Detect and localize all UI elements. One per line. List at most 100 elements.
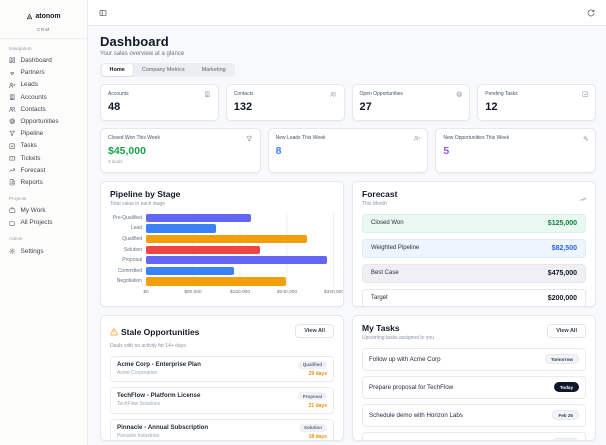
bar-row-lead	[146, 223, 333, 234]
logo-icon	[26, 13, 33, 20]
stale-view-all-button[interactable]: View All	[295, 324, 334, 339]
stat-value: 27	[359, 100, 372, 113]
y-tick-label: Proposal	[122, 257, 142, 264]
forecast-row-label: Weighted Pipeline	[371, 245, 420, 252]
bar-qualified	[146, 234, 307, 244]
trophy-icon	[246, 135, 253, 142]
forecast-card: Forecast This Month Closed Won $125,000 We…	[352, 181, 596, 308]
sidebar-item-opportunities[interactable]: Opportunities	[0, 115, 87, 127]
sidebar-item-forecast[interactable]: Forecast	[0, 164, 87, 176]
stage-badge: Solution	[299, 423, 327, 432]
refresh-button[interactable]	[587, 9, 595, 17]
sidebar-item-my-work[interactable]: My Work	[0, 205, 87, 217]
x-tick-label: $240,000	[276, 289, 298, 295]
sidebar-item-tickets[interactable]: Tickets	[0, 152, 87, 164]
stat-label: Open Opportunities	[359, 91, 403, 98]
due-badge: Today	[553, 382, 579, 393]
bar-row-negotiation	[146, 276, 333, 287]
sidebar-toggle-button[interactable]	[99, 9, 107, 17]
opportunity-company: TechFlow Solutions	[117, 401, 161, 408]
stat-card-new-opportunities-this-week: New Opportunities This Week 5	[435, 128, 596, 174]
sidebar-item-label: Tickets	[20, 154, 41, 162]
forecast-row-weighted-pipeline: Weighted Pipeline $82,500	[362, 238, 586, 259]
stat-label: New Leads This Week	[275, 135, 326, 142]
y-tick-label: Lead	[130, 225, 142, 232]
task-item[interactable]: Schedule demo with Horizon Labs Feb 25	[362, 403, 586, 427]
stat-label: New Opportunities This Week	[443, 135, 510, 142]
sidebar-item-dashboard[interactable]: Dashboard	[0, 55, 87, 67]
forecast-row-label: Target	[371, 295, 388, 302]
target-icon	[9, 118, 16, 125]
stale-opportunity-item[interactable]: TechFlow - Platform License TechFlow Solu…	[110, 387, 334, 414]
forecast-subtitle: This Month	[362, 200, 387, 207]
dashboard-tabs: Home Company Metrics Marketing	[100, 62, 236, 78]
folder-icon	[9, 220, 16, 227]
task-item[interactable]: Review contract terms - Pinnacle Feb 27	[362, 431, 586, 441]
sidebar-item-label: Contacts	[20, 105, 46, 113]
stat-value: 48	[108, 100, 121, 113]
sidebar-item-contacts[interactable]: Contacts	[0, 103, 87, 115]
file-chart-icon	[9, 179, 16, 186]
stage-badge: Qualified	[297, 360, 327, 369]
stale-days: 21 days	[308, 402, 327, 409]
stale-title: Stale Opportunities	[121, 327, 200, 338]
sidebar-item-pipeline[interactable]: Pipeline	[0, 128, 87, 140]
stale-opportunity-item[interactable]: Pinnacle - Annual Subscription Pinnacle I…	[110, 418, 334, 441]
task-item[interactable]: Prepare proposal for TechFlow Today	[362, 375, 586, 399]
sidebar-item-reports[interactable]: Reports	[0, 176, 87, 188]
bar-row-pre-qualified	[146, 213, 333, 224]
ticket-icon	[9, 155, 16, 162]
forecast-row-value: $475,000	[547, 269, 577, 277]
task-title: Review contract terms - Pinnacle	[369, 440, 459, 441]
stats-row-primary: Accounts 48 Contacts 132 Open Opportunities 2…	[100, 84, 596, 122]
tab-company-metrics[interactable]: Company Metrics	[134, 64, 193, 76]
sidebar-item-leads[interactable]: Leads	[0, 79, 87, 91]
sidebar-item-settings[interactable]: Settings	[0, 245, 87, 257]
sidebar-item-label: Opportunities	[20, 118, 59, 126]
pipeline-chart: Pre-Qualified Lead Qualified Solution Propos…	[110, 212, 334, 287]
trending-up-icon	[9, 167, 16, 174]
stale-opportunity-item[interactable]: Acme Corp - Enterprise Plan Acme Corporat…	[110, 355, 334, 383]
sidebar-section-label-projects: Projects	[9, 196, 27, 202]
logo: atonom CRM	[0, 0, 87, 39]
sidebar-item-label: My Work	[20, 207, 46, 215]
sidebar-item-partners[interactable]: Partners	[0, 67, 87, 79]
x-tick-label: $160,000	[229, 289, 251, 295]
bar-row-solution	[146, 244, 333, 255]
bar-row-proposal	[146, 255, 333, 266]
handshake-icon	[9, 70, 16, 77]
sidebar-item-tasks[interactable]: Tasks	[0, 140, 87, 152]
sidebar-item-label: Settings	[20, 247, 44, 255]
opportunity-company: Pinnacle Industries	[117, 432, 160, 439]
sidebar-item-label: Tasks	[20, 142, 37, 150]
y-tick-label: Negotiation	[116, 278, 142, 285]
stat-card-closed-won-this-week: Closed Won This Week $45,000 3 deals	[100, 128, 261, 174]
building-icon	[204, 91, 211, 98]
sidebar-item-label: Pipeline	[20, 130, 44, 138]
tab-home[interactable]: Home	[101, 64, 133, 76]
sidebar-item-all-projects[interactable]: All Projects	[0, 217, 87, 229]
trending-up-icon	[579, 196, 586, 203]
building-icon	[9, 94, 16, 101]
y-tick-label: Qualified	[122, 236, 142, 243]
bar-lead	[146, 224, 217, 233]
stale-list: Acme Corp - Enterprise Plan Acme Corporat…	[110, 355, 334, 441]
stat-card-accounts: Accounts 48	[100, 84, 219, 122]
tasks-view-all-button[interactable]: View All	[547, 324, 586, 339]
sidebar-item-accounts[interactable]: Accounts	[0, 91, 87, 103]
target-icon	[456, 91, 463, 98]
task-item[interactable]: Follow up with Acme Corp Tomorrow	[362, 347, 586, 371]
stat-label: Closed Won This Week	[108, 135, 160, 142]
stat-card-new-leads-this-week: New Leads This Week 8	[267, 128, 429, 174]
forecast-row-label: Best Case	[371, 270, 399, 277]
y-tick-label: Committed	[117, 267, 142, 274]
y-tick-label: Pre-Qualified	[112, 214, 142, 221]
sidebar-nav: Navigation Dashboard Partners Leads Accounts…	[0, 47, 87, 258]
sidebar-item-label: Partners	[20, 69, 45, 77]
forecast-title: Forecast	[362, 189, 398, 200]
tab-marketing[interactable]: Marketing	[194, 64, 234, 76]
stats-row-weekly: Closed Won This Week $45,000 3 deals New Le…	[100, 128, 596, 174]
sidebar-section-label-admin: Admin	[9, 236, 23, 242]
trending-up-icon	[579, 190, 586, 208]
stale-subtitle: Deals with no activity for 14+ days	[110, 342, 186, 349]
